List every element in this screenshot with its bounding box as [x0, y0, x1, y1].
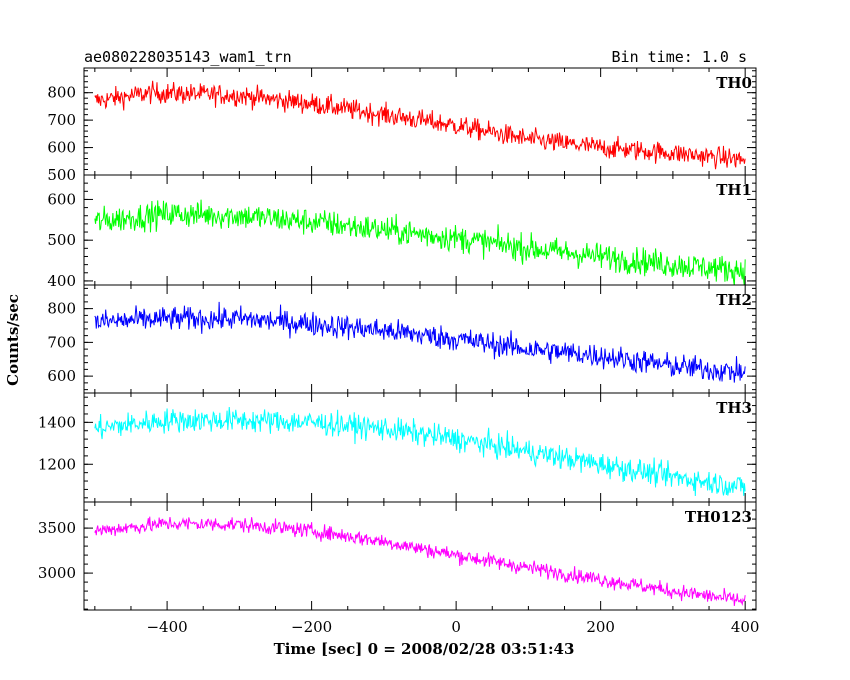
- series-line-th1: [94, 199, 746, 285]
- y-tick-label: 3000: [38, 564, 76, 582]
- panel-th2: 600 700 800 TH2: [47, 284, 757, 394]
- y-tick-label: 500: [47, 231, 76, 249]
- x-tick-label: −400: [146, 618, 187, 636]
- x-tick-label: −200: [291, 618, 332, 636]
- x-tick-label: 0: [451, 618, 461, 636]
- x-tick-label: 200: [586, 618, 615, 636]
- panel-name-label: TH0: [716, 74, 752, 92]
- panel-name-label: TH3: [716, 399, 752, 417]
- panel-th0: 500 600 700 800 TH0: [47, 67, 757, 184]
- y-tick-label: 600: [47, 367, 76, 385]
- panel-frame: [83, 501, 757, 611]
- y-tick-label: 1200: [38, 455, 76, 473]
- y-axis-label: Counts/sec: [4, 294, 22, 386]
- y-tick-label: 800: [47, 300, 76, 318]
- y-tick-label: 3500: [38, 519, 76, 537]
- panel-name-label: TH2: [716, 291, 752, 309]
- y-tick-label: 500: [47, 166, 76, 184]
- y-tick-label: 800: [47, 84, 76, 102]
- y-tick-label: 600: [47, 139, 76, 157]
- series-line-th0: [94, 80, 746, 170]
- series-line-th0123: [94, 516, 746, 607]
- x-axis: −400 −200 0 200 400: [146, 618, 759, 636]
- panel-name-label: TH0123: [685, 508, 752, 526]
- y-tick-label: 600: [47, 190, 76, 208]
- y-tick-label: 700: [47, 111, 76, 129]
- y-tick-label: 400: [47, 272, 76, 290]
- panel-th0123: 3000 3500 TH0123: [38, 501, 757, 611]
- series-line-th3: [94, 406, 746, 496]
- series-line-th2: [94, 301, 746, 383]
- panel-stack: 500 600 700 800 TH0 400 500 600 TH1 600 700 800 TH2 1…: [38, 67, 757, 611]
- plot-title: ae080228035143_wam1_trn: [84, 48, 292, 66]
- panel-name-label: TH1: [716, 181, 752, 199]
- y-tick-label: 1400: [38, 413, 76, 431]
- y-tick-label: 700: [47, 333, 76, 351]
- panel-th1: 400 500 600 TH1: [47, 174, 757, 290]
- x-axis-label: Time [sec] 0 = 2008/02/28 03:51:43: [274, 640, 575, 658]
- panel-th3: 1200 1400 TH3: [38, 392, 757, 503]
- bin-time-label: Bin time: 1.0 s: [612, 48, 747, 66]
- x-tick-label: 400: [731, 618, 760, 636]
